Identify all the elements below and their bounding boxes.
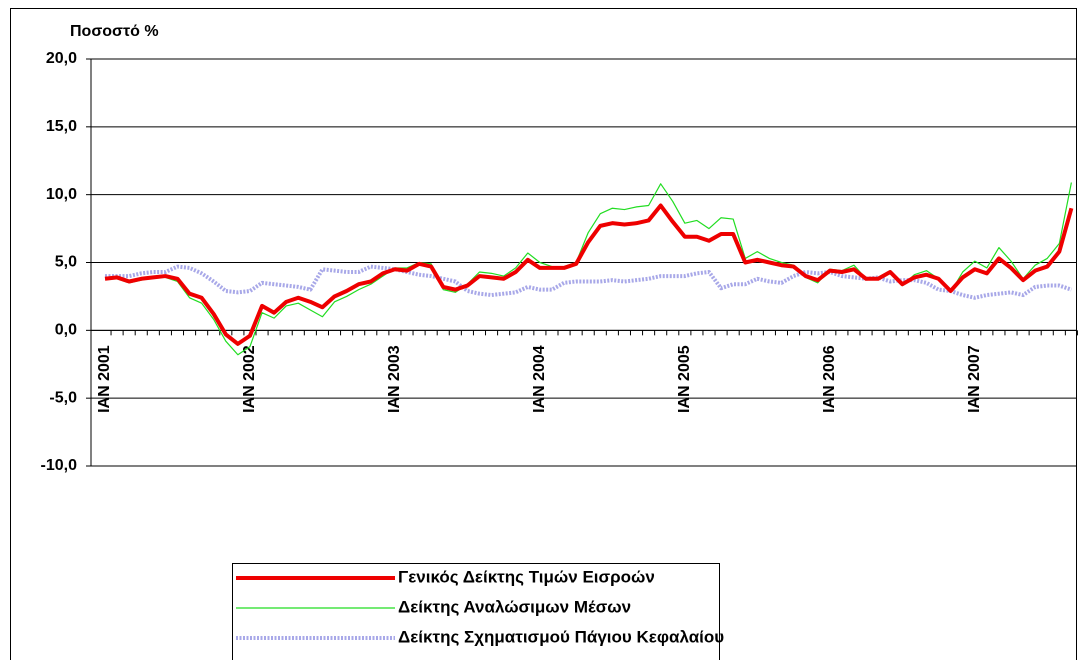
y-tick-label: -10,0: [41, 457, 78, 474]
y-tick-label: 10,0: [46, 186, 77, 203]
y-tick-label: 5,0: [55, 254, 77, 271]
chart-border: [10, 8, 1077, 660]
legend-label: Γενικός Δείκτης Τιμών Εισροών: [398, 567, 655, 586]
x-tick-label: IAN 2003: [386, 345, 403, 413]
legend-label: Δείκτης Σχηματισμού Πάγιου Κεφαλαίου: [398, 627, 724, 646]
y-tick-label: -5,0: [49, 389, 77, 406]
y-tick-label: 0,0: [55, 322, 77, 339]
series-line: [104, 203, 1074, 346]
x-tick-label: IAN 2007: [966, 345, 983, 413]
x-tick-label: IAN 2002: [241, 345, 258, 413]
y-tick-label: 15,0: [46, 118, 77, 135]
x-tick-label: IAN 2001: [96, 345, 113, 413]
y-tick-label: 20,0: [46, 50, 77, 67]
y-axis-label: Ποσοστό %: [70, 23, 159, 40]
x-tick-label: IAN 2006: [821, 345, 838, 413]
legend-label: Δείκτης Αναλώσιμων Μέσων: [398, 597, 631, 616]
series-line: [104, 182, 1072, 356]
x-tick-label: IAN 2004: [531, 345, 548, 413]
x-tick-label: IAN 2005: [676, 345, 693, 413]
